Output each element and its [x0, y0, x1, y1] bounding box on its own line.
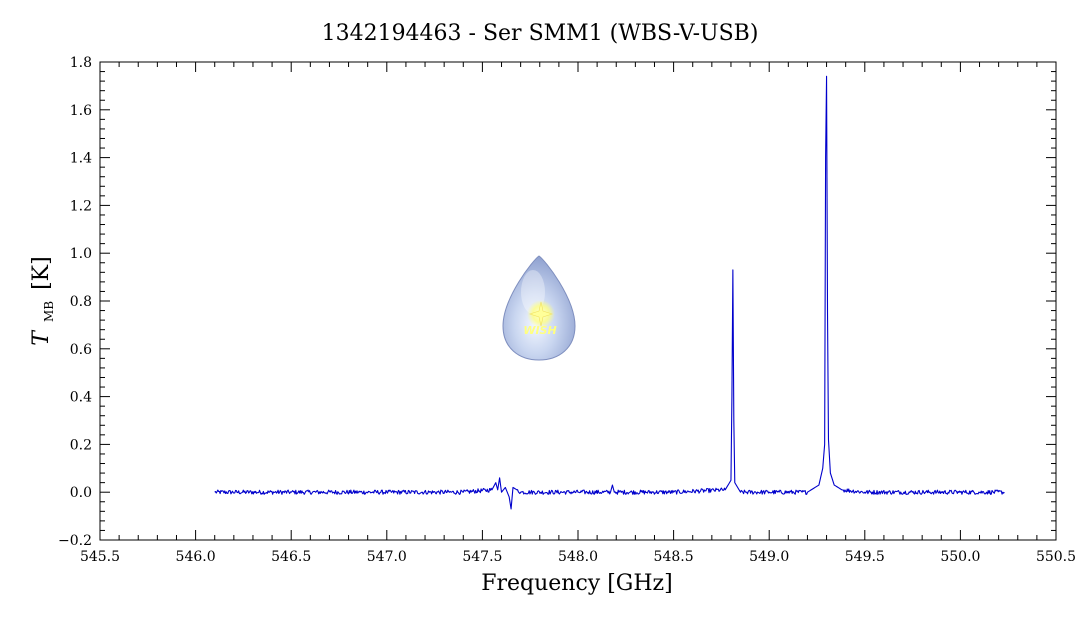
y-tick-label: 0.4 — [70, 390, 92, 406]
y-tick-label: 1.4 — [70, 151, 92, 167]
x-tick-label: 547.5 — [462, 549, 502, 565]
wish-logo: WISH — [502, 255, 576, 361]
y-axis-unit: [K] — [29, 256, 54, 290]
minor-ticks — [100, 62, 1056, 540]
y-tick-label: 0.2 — [70, 437, 92, 453]
y-axis-symbol: T — [29, 329, 54, 346]
y-tick-label: 1.0 — [70, 246, 92, 262]
y-tick-label: −0.2 — [58, 533, 92, 549]
series-layer — [214, 75, 1005, 510]
x-tick-label: 548.0 — [558, 549, 598, 565]
y-tick-label: 1.2 — [70, 198, 92, 214]
x-tick-label: 550.0 — [940, 549, 980, 565]
x-tick-label: 546.0 — [176, 549, 216, 565]
x-tick-label: 546.5 — [271, 549, 311, 565]
plot-frame — [99, 61, 1057, 541]
x-tick-label: 548.5 — [654, 549, 694, 565]
y-tick-label: 0.6 — [70, 342, 92, 358]
x-tick-label: 549.0 — [749, 549, 789, 565]
x-tick-label: 545.5 — [80, 549, 120, 565]
y-tick-label: 0.8 — [70, 294, 92, 310]
series-line — [214, 75, 1005, 510]
x-axis: 545.5 546.0 546.5 547.0 547.5 548.0 548.5 549.0… — [80, 62, 1076, 565]
y-axis-title: T MB [K] — [29, 256, 59, 345]
wish-logo-text: WISH — [523, 324, 556, 337]
y-tick-label: 0.0 — [70, 485, 92, 501]
x-tick-label: 549.5 — [845, 549, 885, 565]
chart-title: 1342194463 - Ser SMM1 (WBS-V-USB) — [322, 21, 759, 46]
y-axis: −0.2 0.0 0.2 0.4 0.6 0.8 1.0 1.2 1.4 1.6 1.8 — [58, 55, 1056, 549]
y-axis-subscript: MB — [42, 301, 56, 322]
x-axis-title: Frequency [GHz] — [481, 571, 673, 596]
x-tick-label: 550.5 — [1036, 549, 1076, 565]
x-tick-label: 547.0 — [367, 549, 407, 565]
y-tick-label: 1.8 — [70, 55, 92, 71]
y-tick-label: 1.6 — [70, 103, 92, 119]
